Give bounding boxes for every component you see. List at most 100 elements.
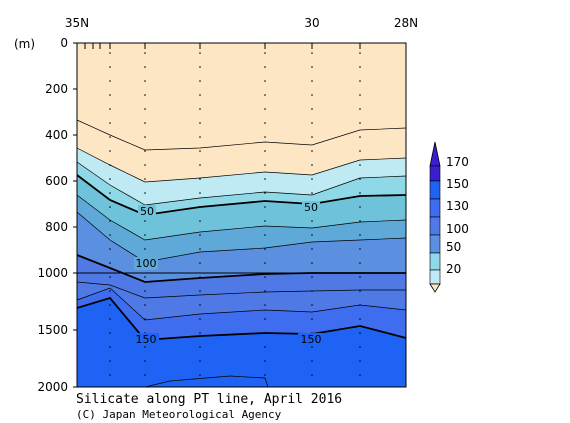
station-dot-4 [311, 136, 313, 138]
station-dot-0 [109, 108, 111, 110]
station-dot-1 [144, 178, 146, 180]
station-dot-4 [311, 94, 313, 96]
station-dot-1 [144, 374, 146, 376]
depth-unit-label: (m) [14, 37, 35, 51]
contour-line-5 [76, 194, 407, 241]
station-dot-2 [199, 360, 201, 362]
station-dot-2 [199, 304, 201, 306]
station-dot-3 [264, 220, 266, 222]
station-dot-0 [109, 122, 111, 124]
station-dot-4 [311, 346, 313, 348]
station-dot-4 [311, 262, 313, 264]
station-dot-5 [359, 192, 361, 194]
station-dot-2 [199, 192, 201, 194]
contour-label-50-right: 50 [304, 201, 318, 214]
colorbar-label-100: 100 [446, 222, 469, 236]
colorbar-label-20: 20 [446, 262, 461, 276]
colorbar [429, 141, 441, 293]
station-dot-3 [264, 276, 266, 278]
chart-title: Silicate along PT line, April 2016 [76, 392, 342, 407]
station-dot-1 [144, 276, 146, 278]
contour-line-8 [76, 281, 406, 299]
station-dot-4 [311, 108, 313, 110]
y-tick-label-0: 0 [60, 36, 68, 50]
station-dot-2 [199, 52, 201, 54]
station-dot-1 [144, 318, 146, 320]
station-dot-3 [264, 52, 266, 54]
station-dot-5 [359, 234, 361, 236]
axis-ticks [73, 42, 407, 388]
station-dot-2 [199, 262, 201, 264]
station-dot-5 [359, 66, 361, 68]
y-tick-label-2000: 2000 [37, 380, 68, 394]
station-dot-0 [109, 220, 111, 222]
station-dot-5 [359, 150, 361, 152]
station-dot-1 [144, 248, 146, 250]
station-dot-1 [144, 360, 146, 362]
contour-line-6 [76, 211, 407, 263]
station-dot-2 [199, 178, 201, 180]
station-dot-3 [264, 80, 266, 82]
y-tick-label-200: 200 [45, 82, 68, 96]
colorbar-segment-6 [429, 269, 441, 285]
colorbar-segment-3 [429, 216, 441, 236]
station-dot-1 [144, 150, 146, 152]
station-dot-2 [199, 318, 201, 320]
station-dot-4 [311, 66, 313, 68]
station-dot-0 [109, 332, 111, 334]
contour-value-labels: 50 50 100 150 150 [133, 201, 324, 346]
station-dot-3 [264, 164, 266, 166]
station-dot-0 [109, 262, 111, 264]
station-dot-5 [359, 318, 361, 320]
station-dot-3 [264, 304, 266, 306]
colorbar-bottom-arrow [429, 283, 441, 293]
station-dot-5 [359, 80, 361, 82]
station-dot-5 [359, 94, 361, 96]
station-dot-1 [144, 52, 146, 54]
station-dot-3 [264, 122, 266, 124]
station-dot-5 [359, 178, 361, 180]
station-dot-3 [264, 248, 266, 250]
station-dot-0 [109, 346, 111, 348]
station-dot-1 [144, 94, 146, 96]
colorbar-segment-1 [429, 180, 441, 200]
station-dot-5 [359, 290, 361, 292]
station-dot-4 [311, 178, 313, 180]
station-dot-4 [311, 234, 313, 236]
plot-frame [76, 42, 407, 388]
station-dot-1 [144, 164, 146, 166]
station-dot-3 [264, 346, 266, 348]
station-dot-4 [311, 318, 313, 320]
station-dot-0 [109, 374, 111, 376]
station-dot-0 [109, 248, 111, 250]
station-dot-4 [311, 290, 313, 292]
station-dot-0 [109, 94, 111, 96]
station-dot-3 [264, 332, 266, 334]
station-dot-2 [199, 220, 201, 222]
station-dot-5 [359, 220, 361, 222]
station-dot-1 [144, 136, 146, 138]
station-dot-4 [311, 122, 313, 124]
colorbar-label-130: 130 [446, 199, 469, 213]
station-dot-1 [144, 80, 146, 82]
contour-line-9 [76, 287, 407, 321]
station-dot-0 [109, 276, 111, 278]
station-dot-4 [311, 220, 313, 222]
station-dot-0 [109, 66, 111, 68]
station-dot-3 [264, 150, 266, 152]
station-dot-3 [264, 318, 266, 320]
station-dot-2 [199, 136, 201, 138]
y-tick-label-800: 800 [45, 220, 68, 234]
station-dot-5 [359, 108, 361, 110]
contour-label-50-left: 50 [140, 205, 154, 218]
colorbar-segment-2 [429, 198, 441, 218]
y-tick-label-1000: 1000 [37, 266, 68, 280]
station-dot-4 [311, 248, 313, 250]
station-dot-1 [144, 304, 146, 306]
station-dot-1 [144, 192, 146, 194]
station-dot-0 [109, 192, 111, 194]
contour-line-1 [76, 119, 407, 151]
station-dot-5 [359, 164, 361, 166]
station-dot-1 [144, 108, 146, 110]
station-dot-2 [199, 234, 201, 236]
